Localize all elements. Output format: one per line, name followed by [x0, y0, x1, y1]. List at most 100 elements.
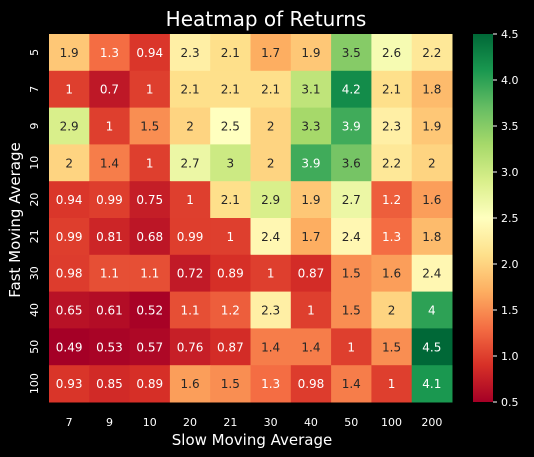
heatmap-cell [411, 70, 453, 109]
cell-value-label: 2.3 [382, 120, 401, 134]
cell-value-label: 1 [65, 83, 73, 97]
heatmap-cell [49, 365, 90, 403]
cell-value-label: 0.99 [96, 193, 123, 207]
colorbar-tick-label: 4.0 [501, 74, 519, 87]
heatmap-cell [210, 107, 251, 145]
cell-value-label: 2.3 [181, 46, 200, 60]
cell-value-label: 2.2 [382, 156, 401, 170]
heatmap-cells [49, 34, 453, 403]
heatmap-cell [411, 254, 453, 293]
cell-value-label: 0.65 [56, 304, 83, 318]
heatmap-cell [169, 365, 211, 403]
colorbar-tick-label: 3.5 [501, 120, 519, 133]
heatmap-cell [89, 70, 131, 109]
heatmap-cell [411, 328, 453, 366]
heatmap-cell [411, 34, 453, 72]
y-axis-ticks: 5 7 9 10 20 21 30 40 50 100 [28, 49, 41, 394]
y-axis-label: Fast Moving Average [6, 142, 24, 297]
heatmap-cell [331, 328, 372, 366]
heatmap-cell [49, 70, 90, 109]
cell-value-label: 0.87 [217, 340, 244, 354]
cell-value-label: 1.1 [140, 267, 159, 281]
cell-value-label: 1.1 [100, 267, 119, 281]
cell-value-label: 0.99 [177, 230, 204, 244]
cell-value-label: 0.89 [217, 267, 244, 281]
cell-value-label: 4.2 [342, 83, 361, 97]
heatmap-cell [89, 291, 131, 329]
heatmap-cell [210, 218, 251, 256]
y-tick-label: 10 [28, 156, 41, 170]
heatmap-cell [89, 365, 131, 403]
heatmap-cell [49, 181, 90, 219]
colorbar-tick-label: 3.0 [501, 166, 519, 179]
heatmap-cell [169, 181, 211, 219]
heatmap-cell [210, 181, 251, 219]
heatmap-cell [49, 291, 90, 329]
x-tick-label: 200 [421, 416, 442, 429]
heatmap-cell [129, 34, 171, 72]
heatmap-cell [411, 107, 453, 145]
y-tick-label: 9 [28, 123, 41, 130]
cell-value-label: 2.1 [382, 83, 401, 97]
heatmap-cell [250, 70, 292, 109]
heatmap-cell [371, 328, 413, 366]
x-tick-label: 50 [344, 416, 358, 429]
cell-value-label: 0.89 [136, 377, 163, 391]
cell-value-label: 3.3 [301, 120, 320, 134]
heatmap-cell [371, 254, 413, 293]
x-tick-label: 10 [143, 416, 157, 429]
heatmap-cell [250, 218, 292, 256]
cell-value-label: 1 [186, 193, 194, 207]
cell-value-label: 2 [267, 120, 275, 134]
cell-value-label: 1.2 [382, 193, 401, 207]
heatmap-cell [411, 365, 453, 403]
cell-value-label: 2.1 [261, 83, 280, 97]
cell-value-label: 0.93 [56, 377, 83, 391]
x-tick-label: 30 [264, 416, 278, 429]
cell-value-label: 1.4 [100, 156, 119, 170]
heatmap-cell [169, 254, 211, 293]
heatmap-cell [89, 254, 131, 293]
heatmap-cell [250, 254, 292, 293]
x-axis-label: Slow Moving Average [172, 431, 332, 449]
heatmap-cell [129, 291, 171, 329]
cell-value-label: 3.5 [342, 46, 361, 60]
heatmap-cell [371, 218, 413, 256]
heatmap-cell [89, 181, 131, 219]
cell-value-label: 2 [65, 156, 73, 170]
cell-value-label: 1 [146, 83, 154, 97]
cell-value-label: 1.5 [382, 340, 401, 354]
cell-value-label: 2.7 [181, 156, 200, 170]
heatmap-cell [290, 70, 332, 109]
cell-value-label: 0.81 [96, 230, 123, 244]
cell-value-label: 1.3 [382, 230, 401, 244]
cell-value-label: 1.6 [382, 267, 401, 281]
cell-value-label: 1 [267, 267, 275, 281]
heatmap-cell [331, 291, 372, 329]
cell-value-label: 2.1 [221, 193, 240, 207]
heatmap-cell [210, 144, 251, 182]
cell-value-label: 3.9 [301, 156, 320, 170]
heatmap-cell [331, 218, 372, 256]
cell-value-label: 2.5 [221, 120, 240, 134]
cell-value-label: 0.98 [298, 377, 325, 391]
heatmap-cell [371, 181, 413, 219]
heatmap-cell [89, 328, 131, 366]
cell-value-label: 1.9 [422, 120, 441, 134]
x-tick-label: 7 [66, 416, 73, 429]
cell-value-label: 1 [227, 230, 235, 244]
cell-value-label: 2.4 [261, 230, 280, 244]
cell-value-label: 2.6 [382, 46, 401, 60]
heatmap-cell [89, 144, 131, 182]
cell-value-label: 1.4 [301, 340, 320, 354]
cell-value-label: 1.1 [181, 304, 200, 318]
heatmap-cell [371, 70, 413, 109]
heatmap-cell [169, 34, 211, 72]
heatmap-cell [89, 107, 131, 145]
heatmap-cell [129, 365, 171, 403]
heatmap-cell [290, 144, 332, 182]
cell-value-label: 1 [146, 156, 154, 170]
heatmap-cell [331, 107, 372, 145]
heatmap-cell [290, 365, 332, 403]
